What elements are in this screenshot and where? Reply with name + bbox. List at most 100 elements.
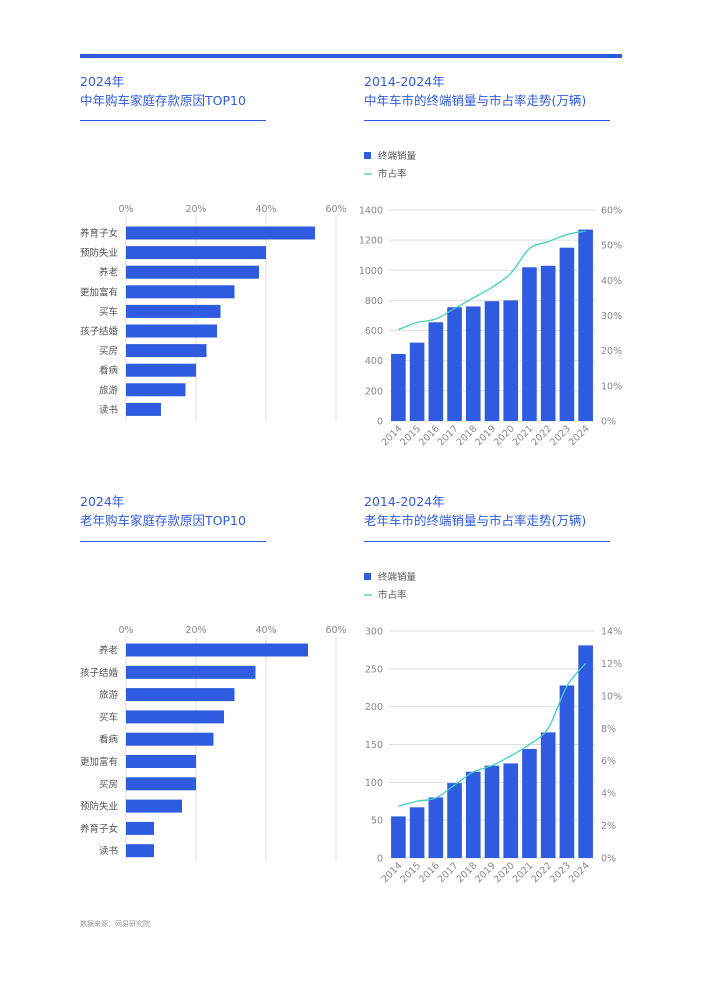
right-tick-label: 10% (601, 691, 622, 702)
right-tick-label: 0% (601, 417, 616, 428)
category-label: 读书 (99, 845, 119, 857)
category-label: 养育子女 (80, 823, 118, 835)
left-tick-label: 250 (365, 664, 383, 675)
right-tick-label: 4% (601, 789, 616, 800)
legend-bar-label: 终端销量 (378, 150, 417, 162)
bar (126, 710, 224, 724)
x-tick-label: 2018 (455, 423, 480, 448)
title-underline (80, 120, 266, 121)
x-tick-label: 2022 (529, 423, 554, 448)
right-tick-label: 0% (601, 854, 616, 865)
category-label: 看病 (99, 365, 119, 377)
bar (578, 645, 593, 858)
left-tick-label: 100 (365, 778, 383, 789)
x-tick-label: 0% (118, 625, 133, 636)
x-tick-label: 60% (325, 625, 346, 636)
bar (126, 285, 235, 299)
bar (126, 265, 259, 279)
right-tick-label: 10% (601, 381, 622, 392)
x-tick-label: 40% (255, 625, 276, 636)
bar (484, 765, 500, 858)
category-label: 买房 (99, 345, 118, 357)
elder-reasons-title-text: 老年购车家庭存款原因TOP10 (80, 513, 246, 528)
bar (126, 844, 154, 858)
bar (503, 300, 519, 421)
left-tick-label: 1200 (359, 236, 383, 247)
elder-reasons-title: 2024年 老年购车家庭存款原因TOP10 (80, 492, 246, 530)
x-tick-label: 2022 (529, 860, 554, 885)
bar (126, 402, 161, 416)
middle-reasons-title: 2024年 中年购车家庭存款原因TOP10 (80, 72, 246, 110)
category-label: 读书 (99, 404, 119, 416)
bar (391, 816, 406, 858)
right-tick-label: 12% (601, 659, 622, 670)
bar (465, 771, 481, 858)
middle-reasons-title-text: 中年购车家庭存款原因TOP10 (80, 93, 246, 108)
bar (126, 304, 221, 318)
bar (447, 783, 462, 858)
bar (447, 307, 462, 421)
x-tick-label: 2019 (473, 860, 498, 885)
bar (484, 301, 500, 421)
bar (559, 247, 575, 421)
left-tick-label: 400 (365, 356, 383, 367)
category-label: 养育子女 (80, 228, 118, 240)
bar (540, 732, 556, 858)
x-tick-label: 2017 (436, 423, 461, 448)
left-tick-label: 800 (365, 296, 383, 307)
middle-sales-title: 2014-2024年 中年车市的终端销量与市占率走势(万辆) (364, 72, 586, 110)
category-label: 买房 (99, 778, 118, 790)
top-rule (80, 54, 622, 58)
category-label: 买车 (99, 711, 118, 723)
legend-bar-swatch (364, 152, 371, 159)
left-tick-label: 50 (371, 816, 383, 827)
legend-bar-swatch (364, 573, 371, 580)
category-label: 买车 (99, 306, 118, 318)
title-underline (364, 541, 610, 542)
x-tick-label: 0% (118, 204, 133, 215)
bar (391, 353, 406, 421)
bar (126, 246, 266, 260)
bar (126, 688, 235, 702)
title-underline (80, 541, 266, 542)
right-tick-label: 60% (601, 206, 622, 217)
left-tick-label: 0 (377, 854, 383, 865)
x-tick-label: 2021 (511, 860, 536, 885)
x-tick-label: 2017 (436, 860, 461, 885)
x-tick-label: 2024 (567, 423, 592, 448)
x-tick-label: 2021 (511, 423, 536, 448)
right-tick-label: 8% (601, 724, 616, 735)
bar (465, 306, 481, 421)
bar (126, 799, 182, 813)
bar (559, 685, 575, 858)
category-label: 看病 (99, 734, 119, 746)
right-tick-label: 30% (601, 311, 622, 322)
elder-sales-title: 2014-2024年 老年车市的终端销量与市占率走势(万辆) (364, 492, 586, 530)
bar (126, 324, 217, 338)
middle-reasons-title-year: 2024年 (80, 74, 125, 89)
x-tick-label: 2015 (398, 423, 423, 448)
bar (126, 643, 308, 657)
x-tick-label: 2020 (492, 860, 517, 885)
legend-bar-label: 终端销量 (378, 571, 417, 583)
x-tick-label: 20% (185, 625, 206, 636)
bar (428, 322, 444, 421)
legend-line-label: 市占率 (378, 589, 407, 601)
elder-reasons-title-year: 2024年 (80, 494, 125, 509)
title-underline (364, 120, 610, 121)
bar (126, 665, 256, 679)
middle-sales-title-text: 中年车市的终端销量与市占率走势(万辆) (364, 93, 587, 108)
left-tick-label: 200 (365, 386, 383, 397)
bar (409, 342, 425, 421)
bar (126, 821, 154, 835)
bar (126, 732, 214, 746)
bar (126, 363, 196, 377)
legend-line-label: 市占率 (378, 168, 407, 180)
x-tick-label: 2023 (548, 860, 573, 885)
category-label: 孩子结婚 (80, 667, 119, 679)
left-tick-label: 150 (365, 740, 383, 751)
left-tick-label: 300 (365, 627, 383, 638)
left-tick-label: 1000 (359, 266, 383, 277)
bar (126, 777, 196, 791)
